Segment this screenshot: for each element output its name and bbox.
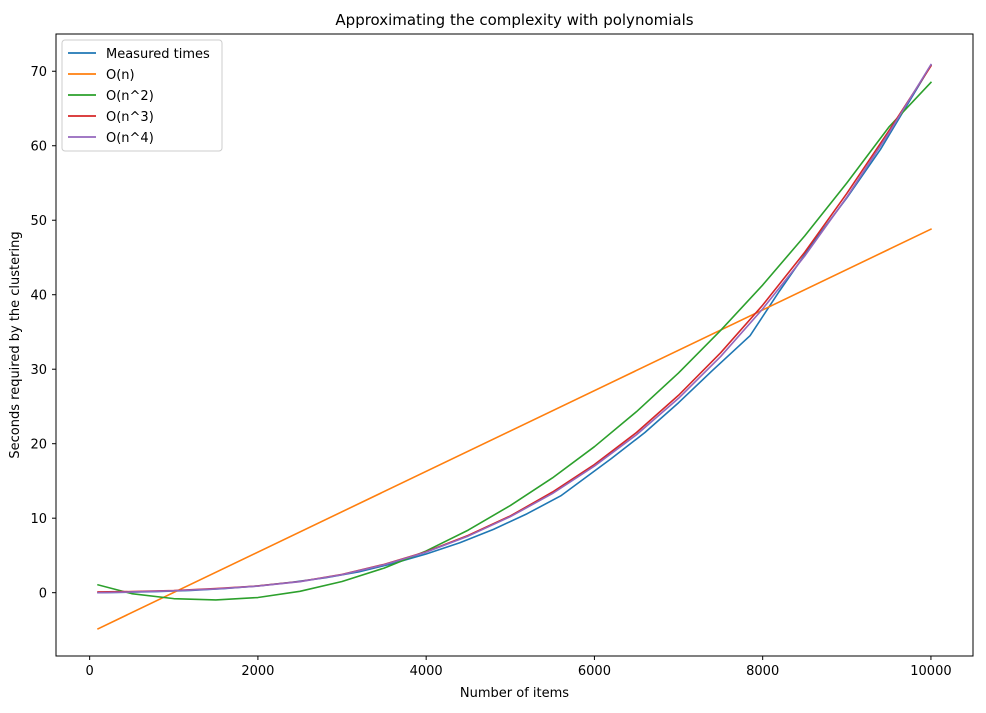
legend-label-1: O(n) — [106, 68, 135, 83]
series-layer — [96, 63, 933, 630]
x-tick-label-2: 4000 — [410, 664, 443, 679]
y-tick-label-6: 60 — [30, 140, 47, 155]
x-tick-label-5: 10000 — [910, 664, 951, 679]
x-tick-label-0: 0 — [86, 664, 94, 679]
y-tick-label-5: 50 — [30, 214, 47, 229]
legend-label-2: O(n^2) — [106, 89, 154, 104]
x-axis: 0 2000 4000 6000 8000 10000 — [86, 656, 952, 679]
y-axis: 0 10 20 30 40 50 60 70 — [30, 65, 56, 602]
legend-label-4: O(n^4) — [106, 131, 154, 146]
legend-label-0: Measured times — [106, 47, 210, 62]
y-axis-label: Seconds required by the clustering — [8, 231, 23, 458]
y-tick-label-1: 10 — [30, 512, 47, 527]
y-tick-label-7: 70 — [30, 65, 47, 80]
y-tick-label-4: 40 — [30, 289, 47, 304]
plot-frame — [55, 33, 974, 657]
series-line-4 — [97, 63, 933, 594]
y-tick-label-0: 0 — [39, 587, 47, 602]
series-line-2 — [97, 81, 933, 601]
x-tick-label-3: 6000 — [578, 664, 611, 679]
legend-label-3: O(n^3) — [106, 110, 154, 125]
chart-title: Approximating the complexity with polyno… — [335, 11, 693, 29]
x-tick-label-1: 2000 — [241, 664, 274, 679]
legend-box — [61, 39, 223, 152]
y-tick-label-2: 20 — [30, 438, 47, 453]
y-tick-label-3: 30 — [30, 363, 47, 378]
legend: Measured times O(n) O(n^2) O(n^3) O(n^4) — [61, 39, 223, 152]
series-line-1 — [96, 228, 933, 630]
x-axis-label: Number of items — [460, 686, 569, 701]
x-tick-label-4: 8000 — [746, 664, 779, 679]
